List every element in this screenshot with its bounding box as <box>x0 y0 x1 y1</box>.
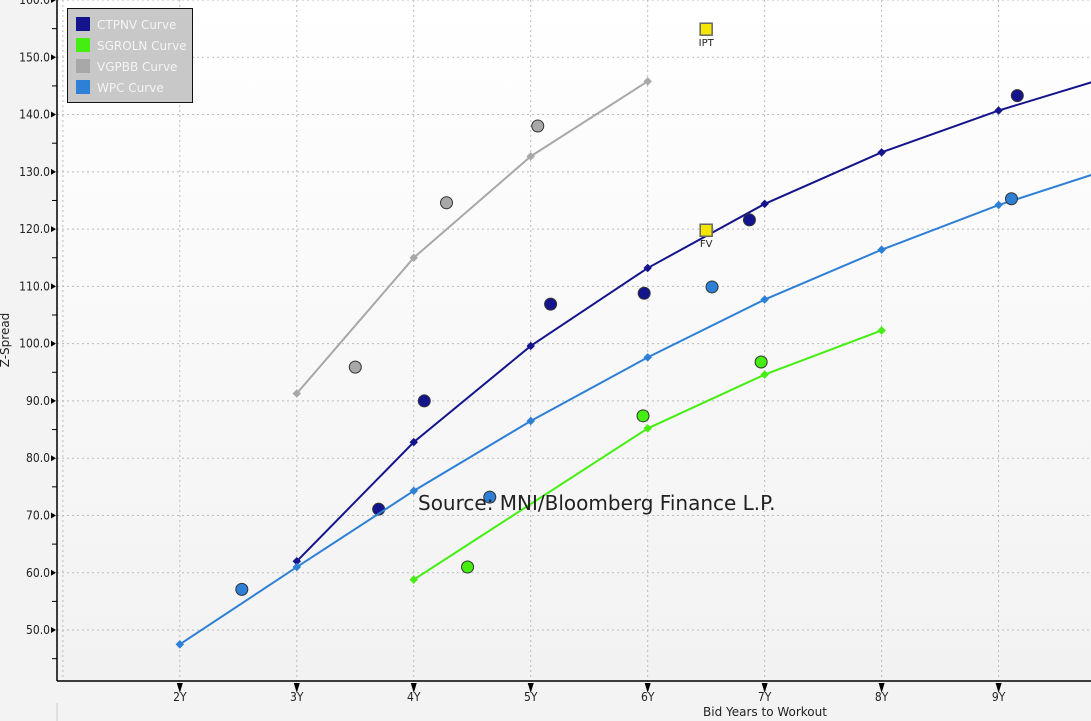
y-tick-label: 160.0 <box>19 0 50 7</box>
y-tick-label: 90.0 <box>26 394 50 408</box>
bond-point <box>440 196 454 210</box>
curve-point <box>643 263 652 273</box>
bond-point <box>483 490 497 504</box>
x-tick-label: 2Y <box>173 690 187 704</box>
curve-point <box>526 416 535 426</box>
marker-fv <box>699 223 713 237</box>
plot-area <box>57 0 1091 681</box>
y-tick-label: 150.0 <box>19 50 50 64</box>
axes: 50.0 60.0 70.0 80.0 90.0 100.0 110.0 120.0 130.0… <box>19 0 1091 704</box>
curve-point <box>643 353 652 362</box>
legend-swatch <box>76 38 90 52</box>
curve-point <box>643 424 652 433</box>
legend: CTPNV Curve SGROLN Curve VGPBB Curve WPC Cu… <box>67 8 193 103</box>
bond-point <box>754 355 768 369</box>
marker-ipt <box>699 22 713 36</box>
bond-point <box>1010 89 1024 103</box>
bond-point <box>235 582 249 596</box>
legend-swatch <box>76 80 90 94</box>
x-tick <box>878 683 885 693</box>
source-annotation: Source: MNI/Bloomberg Finance L.P. <box>418 491 775 515</box>
curve-line <box>296 80 649 395</box>
curve-point <box>409 575 418 584</box>
legend-swatch <box>76 17 90 31</box>
y-tick <box>51 340 56 347</box>
y-tick-label: 130.0 <box>19 165 50 179</box>
y-tick-label: 80.0 <box>26 451 50 465</box>
bond-point <box>531 119 545 133</box>
legend-swatch <box>76 59 90 73</box>
x-tick <box>995 683 1002 693</box>
grid <box>57 0 1091 681</box>
x-tick-label: 6Y <box>641 690 655 704</box>
bond-point <box>742 213 756 227</box>
bond-point <box>417 394 431 408</box>
curve-point <box>292 557 302 566</box>
bond-point <box>705 280 719 294</box>
curve-point <box>292 389 302 398</box>
x-tick-label: 7Y <box>758 690 772 704</box>
bond-point <box>461 560 475 574</box>
marker-label: FV <box>700 239 713 250</box>
curve-point <box>760 370 769 379</box>
y-tick <box>51 512 56 519</box>
bond-point <box>637 286 651 300</box>
x-tick <box>176 683 183 693</box>
y-tick <box>51 627 56 634</box>
y-tick <box>51 569 56 576</box>
curve-point <box>409 437 418 447</box>
legend-label: CTPNV Curve <box>97 18 176 32</box>
y-tick <box>51 226 56 233</box>
y-tick <box>51 111 56 118</box>
y-tick-label: 120.0 <box>19 222 50 236</box>
y-tick <box>51 54 56 61</box>
legend-label: WPC Curve <box>97 81 164 95</box>
y-tick-label: 70.0 <box>26 508 50 522</box>
y-tick <box>51 168 56 175</box>
x-tick <box>644 683 651 693</box>
legend-label: SGROLN Curve <box>97 39 187 53</box>
x-tick <box>410 683 417 693</box>
curve-point <box>760 295 769 304</box>
x-tick-label: 3Y <box>290 690 304 704</box>
marker-label: IPT <box>699 38 715 49</box>
x-tick-label: 4Y <box>407 690 421 704</box>
y-tick-label: 60.0 <box>26 566 50 580</box>
bond-point <box>348 360 362 374</box>
x-tick-label: 8Y <box>875 690 889 704</box>
bond-point <box>1004 192 1018 206</box>
y-tick-label: 50.0 <box>26 623 50 637</box>
y-tick-label: 110.0 <box>19 279 50 293</box>
series-layer: IPT FV <box>175 22 1091 649</box>
y-tick <box>51 397 56 404</box>
y-tick <box>51 0 56 3</box>
curve-point <box>877 326 886 335</box>
x-tick <box>293 683 300 693</box>
x-tick-label: 5Y <box>524 690 538 704</box>
x-tick <box>761 683 768 693</box>
curve-line <box>413 329 882 581</box>
x-axis-label: Bid Years to Workout <box>703 705 827 719</box>
bond-point <box>636 409 650 423</box>
y-tick-label: 100.0 <box>19 337 50 351</box>
bond-point <box>544 297 558 311</box>
y-tick <box>51 455 56 462</box>
y-tick <box>51 283 56 290</box>
y-axis-label: Z-Spread <box>0 313 12 368</box>
y-tick-label: 140.0 <box>19 108 50 122</box>
x-tick-label: 9Y <box>992 690 1006 704</box>
curve-point <box>409 486 418 496</box>
curve-point <box>526 341 535 351</box>
curve-point <box>292 562 302 572</box>
x-tick <box>527 683 534 693</box>
legend-label: VGPBB Curve <box>97 60 177 74</box>
